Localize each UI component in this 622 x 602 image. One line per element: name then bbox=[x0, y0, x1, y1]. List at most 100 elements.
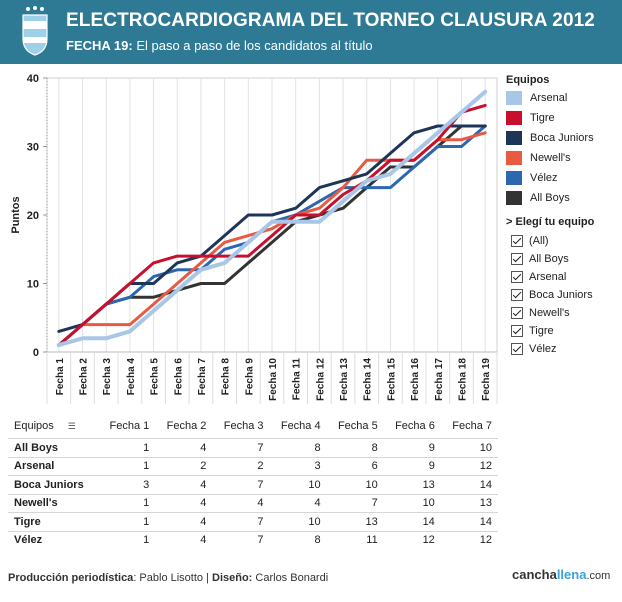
filter-option[interactable]: Arsenal bbox=[511, 271, 566, 283]
filter-option-label: Newell's bbox=[529, 307, 570, 319]
table-header-row: Equipos ☰ Fecha 1 Fecha 2 Fecha 3 Fecha 4 Fech… bbox=[8, 414, 498, 439]
x-tick-label: Fecha 8 bbox=[221, 358, 232, 396]
table-row: Vélez 1 4 7 8 11 12 12 bbox=[8, 530, 498, 549]
table-cell: 7 bbox=[326, 493, 384, 513]
filter-option[interactable]: (All) bbox=[511, 235, 549, 247]
legend-item-arsenal[interactable]: Arsenal bbox=[506, 90, 567, 106]
credits: Producción periodística: Pablo Lisotto |… bbox=[8, 572, 328, 584]
x-tick-label: Fecha 7 bbox=[197, 358, 208, 396]
credit-produccion-value: : Pablo Lisotto | bbox=[133, 572, 212, 584]
x-tick-label: Fecha 16 bbox=[410, 358, 421, 401]
filter-option-label: Tigre bbox=[529, 325, 554, 337]
table-cell: 4 bbox=[155, 512, 213, 531]
legend-swatch bbox=[506, 111, 522, 125]
filter-option[interactable]: Newell's bbox=[511, 307, 570, 319]
legend-swatch bbox=[506, 91, 522, 105]
x-tick-label: Fecha 1 bbox=[55, 358, 66, 396]
table-cell: 14 bbox=[383, 512, 441, 531]
legend-label: Boca Juniors bbox=[530, 132, 594, 144]
legend-label: Vélez bbox=[530, 172, 558, 184]
y-tick-label: 10 bbox=[27, 279, 39, 291]
subtitle-text: El paso a paso de los candidatos al títu… bbox=[136, 38, 373, 53]
table-row: Tigre 1 4 7 10 13 14 14 bbox=[8, 512, 498, 531]
checkbox-checked-icon[interactable] bbox=[511, 235, 523, 247]
filter-option[interactable]: Tigre bbox=[511, 325, 554, 337]
checkbox-checked-icon[interactable] bbox=[511, 253, 523, 265]
checkbox-checked-icon[interactable] bbox=[511, 289, 523, 301]
table-cell: 3 bbox=[98, 475, 156, 494]
table-cell: 13 bbox=[383, 475, 441, 494]
legend-item-newell-s[interactable]: Newell's bbox=[506, 150, 571, 166]
series-line-arsenal bbox=[56, 89, 488, 348]
checkbox-checked-icon[interactable] bbox=[511, 307, 523, 319]
x-tick-label: Fecha 19 bbox=[481, 358, 492, 401]
filter-option[interactable]: All Boys bbox=[511, 253, 569, 265]
page-subtitle: FECHA 19: El paso a paso de los candidat… bbox=[66, 38, 373, 53]
table-cell: 10 bbox=[383, 493, 441, 513]
table-cell: 4 bbox=[155, 493, 213, 513]
table-cell: 10 bbox=[440, 438, 498, 457]
sort-icon[interactable]: ☰ bbox=[67, 421, 76, 431]
legend-swatch bbox=[506, 151, 522, 165]
table-cell: 7 bbox=[212, 475, 270, 494]
table-cell-team: Boca Juniors bbox=[8, 475, 99, 494]
series-line-tigre bbox=[57, 103, 487, 347]
y-tick-label: 40 bbox=[27, 73, 39, 85]
column-header[interactable]: Fecha 3 bbox=[223, 420, 264, 432]
x-tick-label: Fecha 17 bbox=[434, 358, 445, 401]
filter-title: > Elegí tu equipo bbox=[506, 216, 595, 228]
legend-item-tigre[interactable]: Tigre bbox=[506, 110, 555, 126]
checkbox-checked-icon[interactable] bbox=[511, 343, 523, 355]
table-row: All Boys 1 4 7 8 8 9 10 bbox=[8, 438, 498, 457]
table-cell-team: Newell's bbox=[8, 493, 99, 513]
table-cell: 4 bbox=[155, 475, 213, 494]
x-tick-label: Fecha 9 bbox=[244, 358, 255, 396]
legend-title: Equipos bbox=[506, 74, 550, 86]
table-cell: 1 bbox=[98, 512, 156, 531]
column-header[interactable]: Fecha 5 bbox=[337, 420, 378, 432]
table-cell: 6 bbox=[326, 456, 384, 476]
column-header-equipos[interactable]: Equipos ☰ bbox=[8, 414, 98, 439]
data-table: Equipos ☰ Fecha 1 Fecha 2 Fecha 3 Fecha 4 Fech… bbox=[8, 414, 498, 549]
filter-option[interactable]: Boca Juniors bbox=[511, 289, 593, 301]
x-tick-label: Fecha 18 bbox=[457, 358, 468, 401]
legend-swatch bbox=[506, 131, 522, 145]
column-header[interactable]: Fecha 6 bbox=[395, 420, 435, 432]
table-cell: 8 bbox=[326, 438, 384, 457]
column-header[interactable]: Fecha 7 bbox=[452, 420, 492, 432]
canchallena-logo[interactable]: canchallena.com bbox=[512, 567, 610, 582]
table-cell: 13 bbox=[440, 493, 498, 513]
page-title: ELECTROCARDIOGRAMA DEL TORNEO CLAUSURA 2… bbox=[66, 10, 595, 31]
legend-item-boca-juniors[interactable]: Boca Juniors bbox=[506, 130, 594, 146]
filter-option-label: Boca Juniors bbox=[529, 289, 593, 301]
subtitle-bold: FECHA 19: bbox=[66, 38, 133, 53]
table-cell: 4 bbox=[155, 530, 213, 549]
column-header[interactable]: Fecha 2 bbox=[166, 420, 207, 432]
filter-option[interactable]: Vélez bbox=[511, 343, 557, 355]
table-cell: 2 bbox=[155, 456, 213, 476]
table-body: All Boys 1 4 7 8 8 9 10 Arsenal 1 2 2 3 6 9 12 Boca Juni… bbox=[8, 438, 498, 549]
checkbox-checked-icon[interactable] bbox=[511, 271, 523, 283]
x-tick-label: Fecha 12 bbox=[315, 358, 326, 401]
table-cell: 1 bbox=[98, 493, 156, 513]
table-cell: 13 bbox=[326, 512, 384, 531]
column-header[interactable]: Fecha 4 bbox=[280, 420, 321, 432]
line-chart: 0 10 20 30 40 Puntos Fecha 1 Fecha 2 Fecha 3 Fech… bbox=[10, 73, 498, 404]
table-cell: 12 bbox=[440, 530, 498, 549]
legend-swatch bbox=[506, 191, 522, 205]
table-cell: 10 bbox=[269, 512, 327, 531]
table-cell: 4 bbox=[269, 493, 327, 513]
y-axis-label: Puntos bbox=[10, 196, 22, 233]
legend-item-v-lez[interactable]: Vélez bbox=[506, 170, 558, 186]
column-header[interactable]: Fecha 1 bbox=[109, 420, 150, 432]
y-tick-label: 0 bbox=[33, 347, 39, 359]
x-tick-label: Fecha 5 bbox=[150, 358, 161, 396]
checkbox-checked-icon[interactable] bbox=[511, 325, 523, 337]
table-cell: 1 bbox=[98, 438, 156, 457]
table-cell-team: Arsenal bbox=[8, 456, 99, 476]
legend-item-all-boys[interactable]: All Boys bbox=[506, 190, 570, 206]
x-tick-label: Fecha 3 bbox=[102, 358, 113, 396]
credit-produccion-label: Producción periodística bbox=[8, 572, 134, 584]
table-cell: 4 bbox=[212, 493, 270, 513]
brand-part-a: cancha bbox=[512, 567, 557, 582]
